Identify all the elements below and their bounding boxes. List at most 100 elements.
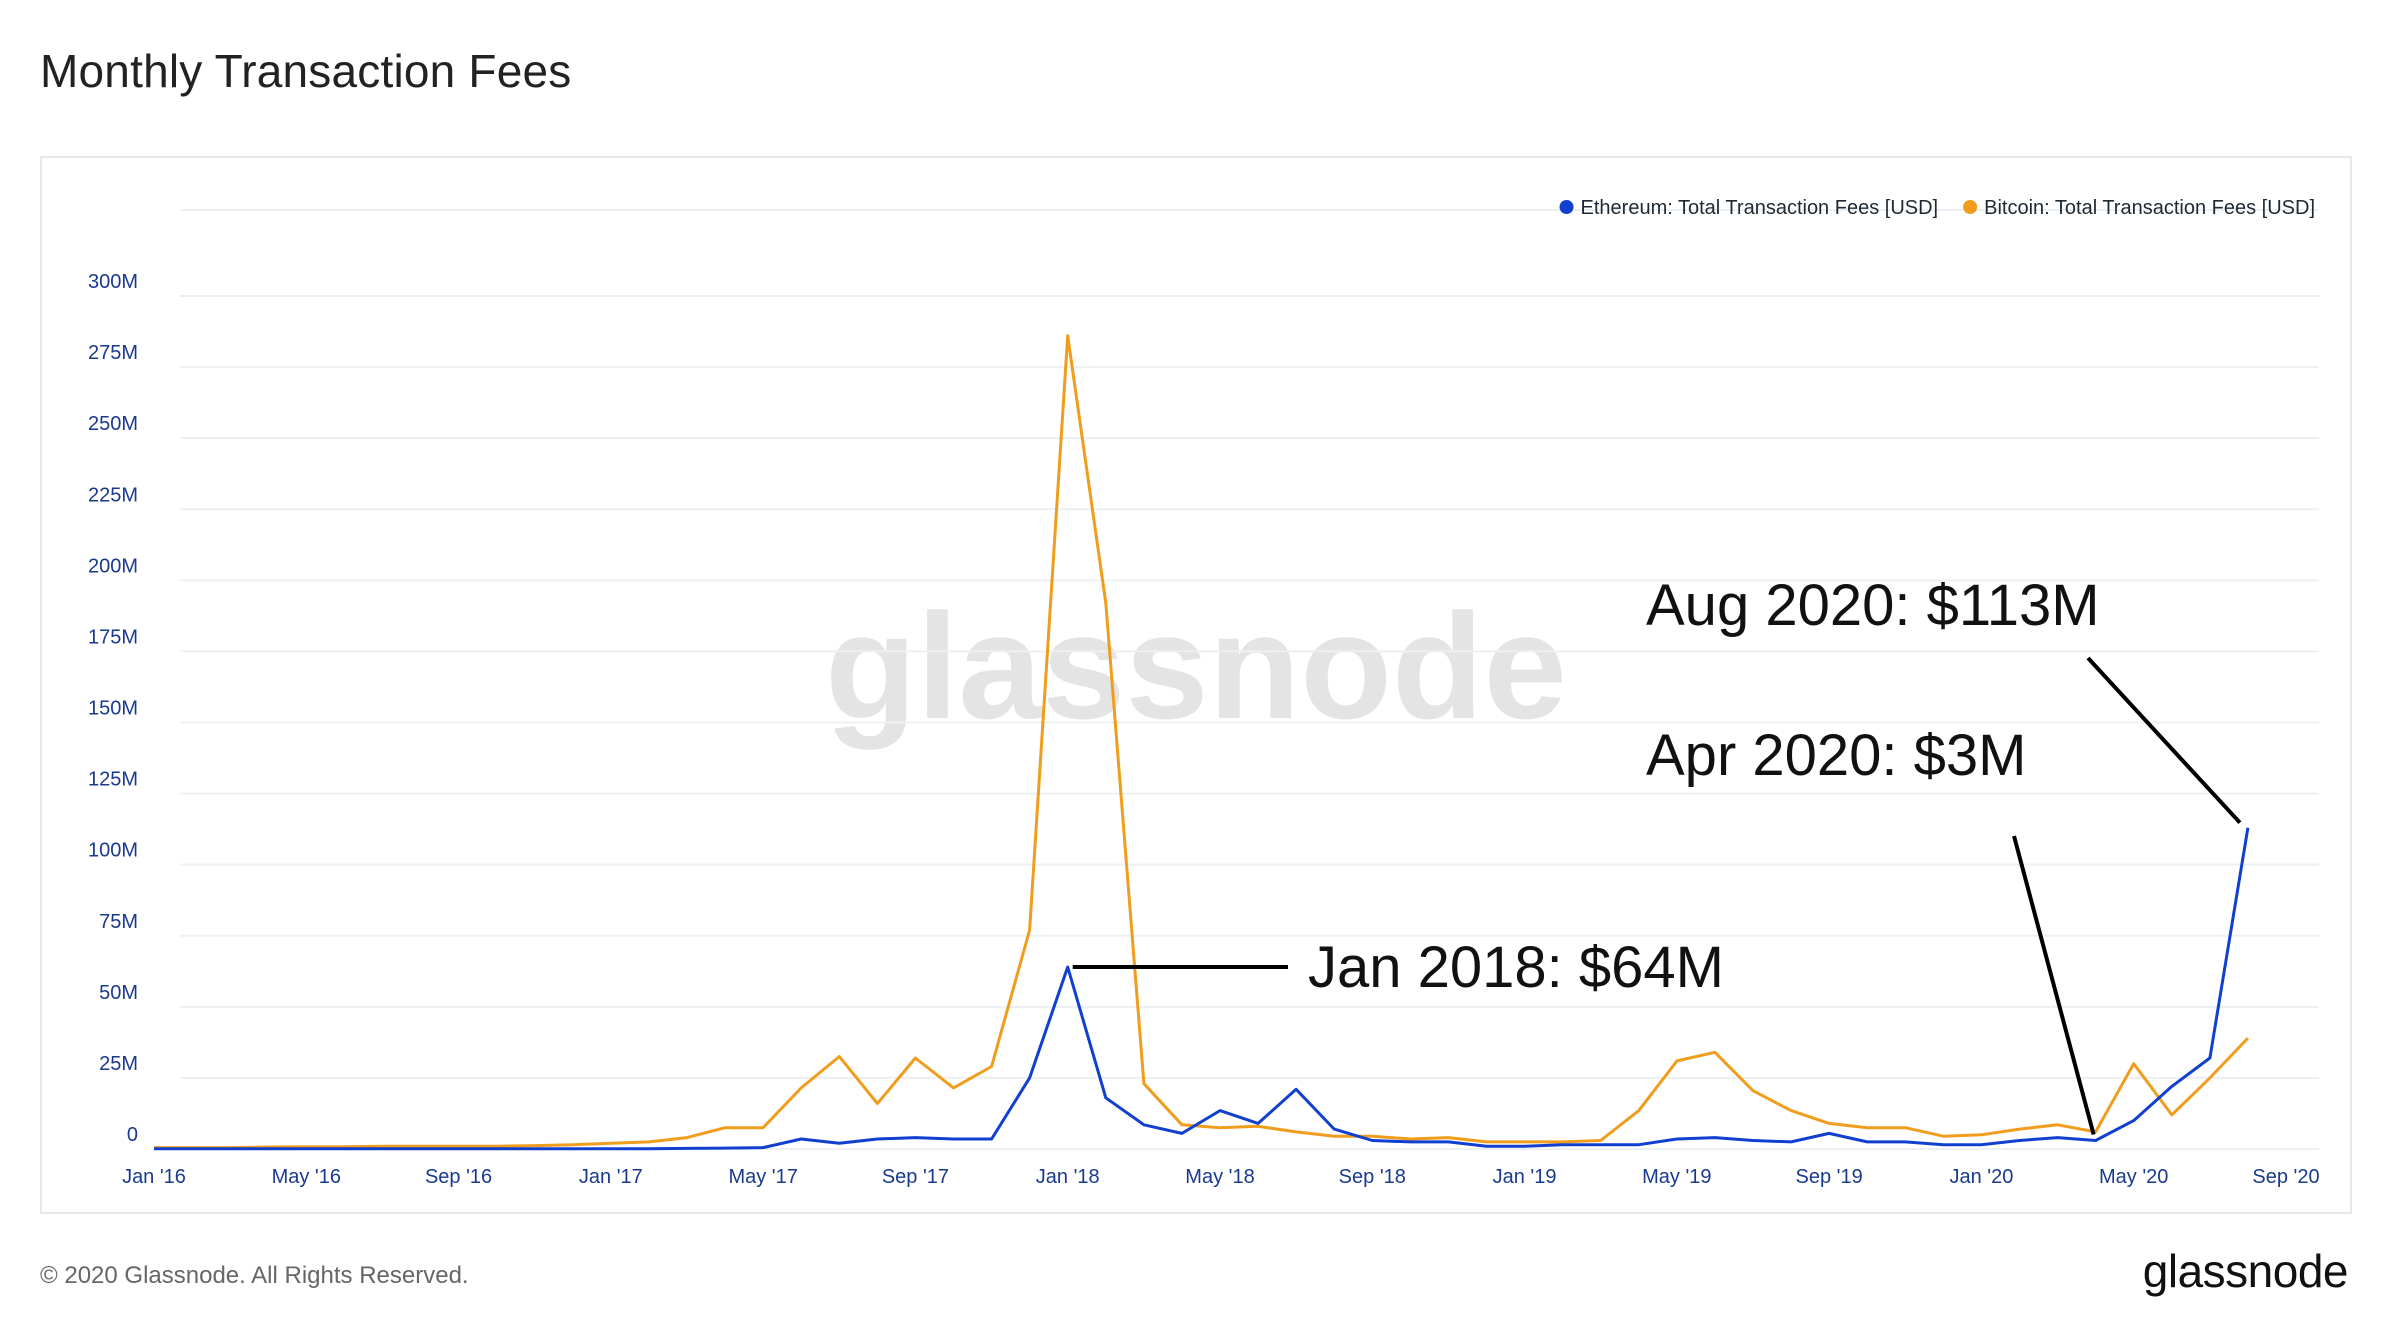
ethereum-point — [723, 1146, 728, 1151]
ethereum-point — [608, 1146, 613, 1151]
x-tick-label: May '20 — [2099, 1166, 2168, 1188]
bitcoin-point — [1865, 1125, 1870, 1130]
bitcoin-line — [154, 334, 2249, 1150]
bitcoin-point — [989, 1064, 994, 1069]
ethereum-point — [2055, 1135, 2060, 1140]
legend-dot — [1963, 200, 1978, 214]
ethereum-point — [456, 1146, 461, 1151]
ethereum-point — [837, 1141, 842, 1146]
ethereum-point — [1751, 1138, 1756, 1143]
ethereum-point — [1674, 1137, 1679, 1142]
bitcoin-point — [1218, 1125, 1223, 1130]
bitcoin-point — [2017, 1127, 2022, 1132]
bitcoin-point — [1598, 1138, 1603, 1143]
legend-label: Ethereum: Total Transaction Fees [USD] — [1581, 197, 1939, 219]
ethereum-point — [190, 1146, 195, 1151]
y-tick-label: 175M — [88, 626, 138, 648]
bitcoin-point — [1827, 1121, 1832, 1126]
bitcoin-point — [951, 1085, 956, 1090]
bitcoin-point — [913, 1056, 918, 1061]
legend-dot — [1559, 200, 1574, 214]
ethereum-point — [304, 1146, 309, 1151]
chart-card: glassnode 0 25M 50M 75M 100M 125M 150M 175M 200M… — [40, 156, 2352, 1214]
ethereum-point — [1522, 1144, 1527, 1149]
x-tick-label: Jan '17 — [579, 1166, 643, 1188]
ethereum-point — [951, 1137, 956, 1142]
bitcoin-point — [1065, 333, 1070, 338]
ethereum-point — [494, 1146, 499, 1151]
bitcoin-point — [1027, 928, 1032, 933]
x-tick-label: Sep '16 — [425, 1166, 492, 1188]
bitcoin-point — [1294, 1129, 1299, 1134]
bitcoin-point — [1674, 1058, 1679, 1063]
ethereum-point — [1979, 1142, 1984, 1147]
x-tick-label: Jan '16 — [122, 1166, 186, 1188]
ethereum-point — [913, 1135, 918, 1140]
x-tick-label: Sep '19 — [1796, 1166, 1863, 1188]
ethereum-point — [266, 1146, 271, 1151]
bitcoin-point — [1979, 1132, 1984, 1137]
bitcoin-point — [1522, 1139, 1527, 1144]
ethereum-point — [1636, 1142, 1641, 1147]
ethereum-point — [1484, 1144, 1489, 1149]
bitcoin-point — [837, 1054, 842, 1059]
ethereum-point — [2131, 1118, 2136, 1123]
annotation-apr-2020: Apr 2020: $3M — [1646, 723, 2026, 788]
y-tick-label: 250M — [88, 413, 138, 435]
watermark: glassnode — [825, 582, 1567, 750]
bitcoin-point — [2055, 1122, 2060, 1127]
ethereum-point — [2169, 1084, 2174, 1089]
ethereum-point — [1256, 1121, 1261, 1126]
y-tick-label: 0 — [127, 1124, 138, 1146]
ethereum-point — [2207, 1056, 2212, 1061]
ethereum-point — [1560, 1142, 1565, 1147]
y-tick-label: 275M — [88, 342, 138, 364]
annotation-leader-line — [2012, 835, 2096, 1135]
y-tick-label: 25M — [99, 1053, 138, 1075]
glassnode-logo: glassnode — [2142, 1245, 2349, 1297]
bitcoin-point — [799, 1085, 804, 1090]
ethereum-point — [1370, 1138, 1375, 1143]
ethereum-point — [152, 1146, 157, 1151]
page-title: Monthly Transaction Fees — [40, 45, 572, 97]
ethereum-point — [1179, 1131, 1184, 1136]
ethereum-point — [799, 1137, 804, 1142]
ethereum-point — [2093, 1138, 2098, 1143]
bitcoin-point — [1446, 1135, 1451, 1140]
x-tick-label: Sep '20 — [2252, 1166, 2319, 1188]
ethereum-point — [1789, 1139, 1794, 1144]
ethereum-point — [1332, 1127, 1337, 1132]
bitcoin-point — [875, 1101, 880, 1106]
x-tick-label: Jan '19 — [1493, 1166, 1557, 1188]
ethereum-point — [532, 1146, 537, 1151]
x-tick-label: May '18 — [1185, 1166, 1254, 1188]
bitcoin-point — [1712, 1050, 1717, 1055]
x-tick-label: Jan '18 — [1036, 1166, 1100, 1188]
copyright-text: © 2020 Glassnode. All Rights Reserved. — [40, 1262, 469, 1289]
ethereum-point — [228, 1146, 233, 1151]
ethereum-point — [1065, 965, 1070, 970]
x-tick-label: Jan '20 — [1949, 1166, 2013, 1188]
ethereum-point — [1218, 1108, 1223, 1113]
ethereum-point — [380, 1146, 385, 1151]
y-tick-label: 100M — [88, 840, 138, 862]
y-tick-label: 150M — [88, 698, 138, 720]
bitcoin-point — [2245, 1036, 2250, 1041]
bitcoin-point — [1484, 1139, 1489, 1144]
ethereum-point — [2017, 1138, 2022, 1143]
y-tick-label: 200M — [88, 555, 138, 577]
bitcoin-point — [1332, 1134, 1337, 1139]
bitcoin-point — [1103, 601, 1108, 606]
ethereum-point — [1141, 1122, 1146, 1127]
x-tick-label: Sep '17 — [882, 1166, 949, 1188]
ethereum-point — [1865, 1139, 1870, 1144]
ethereum-point — [1941, 1142, 1946, 1147]
bitcoin-point — [761, 1125, 766, 1130]
ethereum-point — [761, 1145, 766, 1150]
x-tick-label: May '17 — [728, 1166, 797, 1188]
y-tick-label: 300M — [88, 271, 138, 293]
ethereum-point — [1027, 1075, 1032, 1080]
bitcoin-point — [723, 1125, 728, 1130]
bitcoin-point — [1370, 1134, 1375, 1139]
ethereum-point — [646, 1146, 651, 1151]
